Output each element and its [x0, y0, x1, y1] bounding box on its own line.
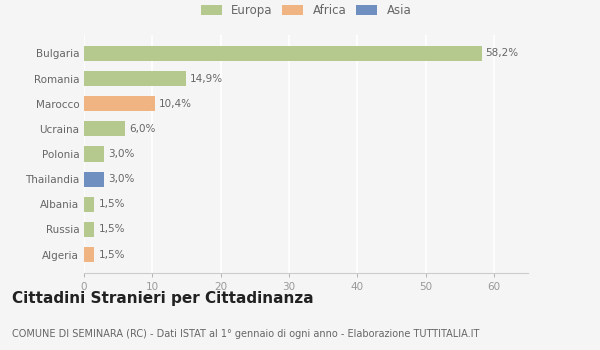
Bar [84, 71, 186, 86]
Text: 58,2%: 58,2% [485, 48, 519, 58]
Bar [84, 172, 104, 187]
Bar [84, 146, 104, 162]
Bar [84, 121, 125, 136]
Text: 14,9%: 14,9% [190, 74, 223, 84]
Bar [84, 222, 94, 237]
Text: 3,0%: 3,0% [109, 149, 135, 159]
Bar [84, 197, 94, 212]
Bar [84, 247, 94, 262]
Bar [84, 46, 482, 61]
Text: 10,4%: 10,4% [159, 99, 192, 109]
Text: Cittadini Stranieri per Cittadinanza: Cittadini Stranieri per Cittadinanza [12, 290, 314, 306]
Bar [84, 96, 155, 111]
Text: 1,5%: 1,5% [98, 224, 125, 234]
Text: 1,5%: 1,5% [98, 199, 125, 209]
Text: 3,0%: 3,0% [109, 174, 135, 184]
Text: 6,0%: 6,0% [129, 124, 155, 134]
Legend: Europa, Africa, Asia: Europa, Africa, Asia [198, 2, 414, 20]
Text: 1,5%: 1,5% [98, 250, 125, 260]
Text: COMUNE DI SEMINARA (RC) - Dati ISTAT al 1° gennaio di ogni anno - Elaborazione T: COMUNE DI SEMINARA (RC) - Dati ISTAT al … [12, 329, 479, 339]
